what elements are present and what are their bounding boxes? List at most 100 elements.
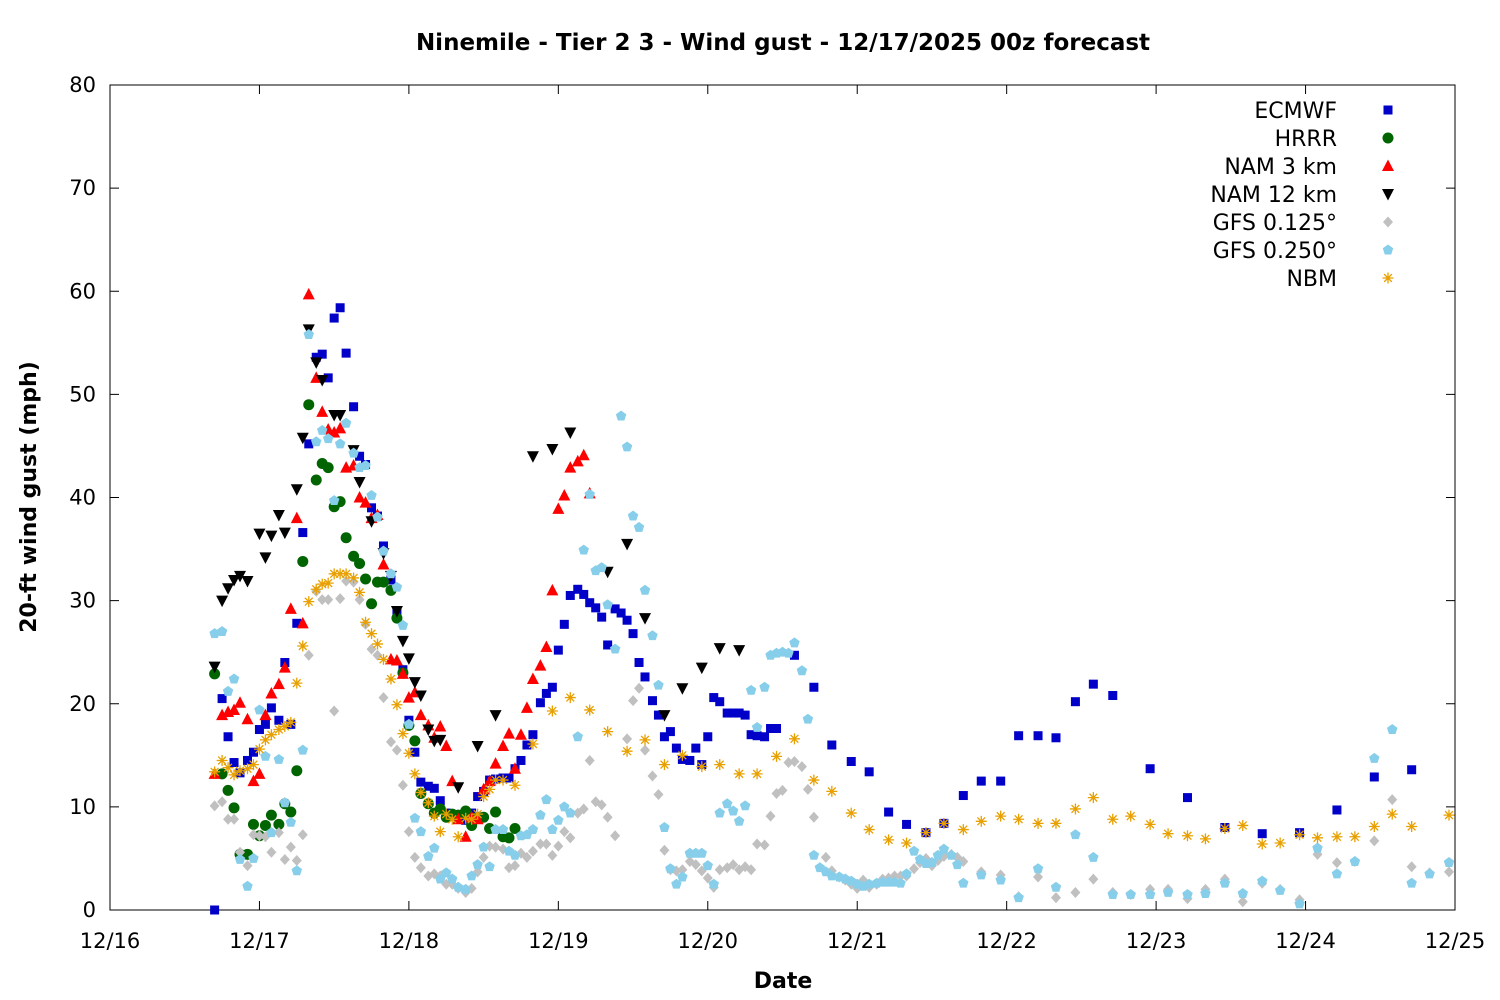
- ecmwf-point: [628, 629, 638, 639]
- nbm-point: [639, 734, 651, 746]
- gfs-0-250-point: [334, 438, 346, 449]
- ecmwf-point: [709, 693, 719, 703]
- ecmwf-point: [1332, 805, 1342, 815]
- nbm-point: [826, 785, 838, 797]
- nam-12-km-point: [310, 357, 323, 369]
- gfs-0-250-point: [248, 852, 259, 863]
- x-tick-label: 12/20: [678, 929, 739, 953]
- gfs-0-125-point: [565, 832, 576, 844]
- nam-3-km-point: [503, 727, 516, 739]
- gfs-0-125-point: [714, 864, 725, 876]
- nbm-point: [1368, 820, 1380, 832]
- ecmwf-point: [254, 725, 264, 735]
- nbm-point: [265, 729, 277, 741]
- legend-marker-nam-12-km: [1382, 189, 1394, 201]
- gfs-0-125-point: [1369, 835, 1380, 847]
- nbm-point: [621, 745, 633, 757]
- legend-label-nbm: NBM: [1286, 267, 1337, 292]
- nam-3-km-point: [440, 739, 453, 752]
- nam-12-km-point: [334, 410, 347, 422]
- gfs-0-125-point: [602, 811, 613, 823]
- nbm-point: [546, 705, 558, 717]
- nbm-point: [316, 578, 328, 590]
- nam-3-km-point: [489, 757, 502, 769]
- nbm-point: [422, 797, 434, 809]
- nbm-point: [273, 724, 285, 736]
- ecmwf-point: [541, 688, 551, 698]
- nam-3-km-point: [228, 703, 241, 715]
- nbm-point: [1162, 828, 1174, 840]
- ecmwf-point: [266, 703, 276, 713]
- hrrr-point: [322, 462, 334, 474]
- hrrr-point: [503, 832, 515, 844]
- nbm-point: [696, 761, 708, 773]
- ecmwf-point: [349, 402, 359, 412]
- ecmwf-point: [659, 732, 669, 742]
- gfs-0-125-point: [242, 860, 253, 872]
- ecmwf-point: [1182, 793, 1192, 803]
- gfs-0-125-point: [521, 851, 532, 863]
- gfs-0-125-point: [690, 859, 701, 871]
- legend-marker-nbm: [1382, 272, 1394, 284]
- y-tick-label: 30: [69, 589, 96, 613]
- nam-12-km-point: [296, 432, 309, 445]
- nam-12-km-point: [452, 782, 465, 794]
- gfs-0-125-point: [677, 864, 688, 876]
- nam-3-km-point: [459, 830, 472, 842]
- ecmwf-point: [504, 773, 514, 783]
- ecmwf-point: [274, 715, 284, 725]
- gfs-0-250-point: [366, 489, 377, 500]
- ecmwf-point: [341, 348, 351, 358]
- ecmwf-point: [423, 781, 433, 791]
- nbm-point: [303, 596, 315, 608]
- nam-3-km-point: [526, 672, 539, 684]
- legend-label-nam-12-km: NAM 12 km: [1210, 183, 1337, 208]
- gfs-0-125-point: [610, 830, 621, 842]
- ecmwf-point: [553, 645, 563, 655]
- gfs-0-250-point: [1070, 829, 1081, 840]
- nbm-point: [733, 768, 745, 780]
- legend-label-gfs-0-250: GFS 0.250°: [1213, 239, 1337, 264]
- gfs-0-250-point: [908, 845, 920, 856]
- gfs-0-250-point: [976, 869, 987, 880]
- hrrr-point: [354, 558, 366, 569]
- gfs-0-125-point: [323, 594, 334, 606]
- nbm-point: [372, 638, 384, 650]
- nam-12-km-point: [234, 570, 247, 583]
- gfs-0-250-point: [826, 870, 838, 881]
- gfs-0-125-point: [647, 770, 658, 782]
- gfs-0-125-point: [478, 851, 489, 863]
- gfs-0-250-point: [584, 488, 595, 499]
- hrrr-point: [285, 806, 297, 818]
- gfs-0-125-point: [291, 855, 302, 866]
- nbm-point: [446, 813, 458, 825]
- nam-12-km-point: [241, 576, 254, 588]
- ecmwf-point: [746, 730, 756, 740]
- nam-12-km-point: [733, 645, 746, 657]
- nbm-point: [920, 827, 932, 839]
- gfs-0-250-point: [559, 801, 570, 812]
- gfs-0-125-point: [777, 784, 788, 796]
- gfs-0-250-point: [509, 849, 521, 860]
- ecmwf-point: [976, 776, 986, 786]
- gfs-0-125-point: [1406, 861, 1417, 873]
- gfs-0-125-point: [285, 841, 296, 853]
- nbm-point: [1125, 810, 1137, 822]
- gfs-0-250-point: [1312, 842, 1323, 853]
- gfs-0-250-point: [1088, 851, 1099, 862]
- nam-12-km-point: [639, 613, 652, 625]
- nbm-point: [484, 783, 496, 795]
- ecmwf-point: [367, 503, 377, 513]
- gfs-0-250-point: [733, 815, 745, 826]
- nam-3-km-point: [558, 488, 571, 501]
- legend-label-ecmwf: ECMWF: [1254, 99, 1337, 124]
- ecmwf-point: [559, 619, 569, 629]
- nbm-point: [241, 763, 253, 775]
- nbm-point: [259, 734, 271, 746]
- gfs-0-125-point: [640, 744, 651, 756]
- gfs-0-125-point: [223, 813, 234, 825]
- gfs-0-125-point: [1033, 871, 1044, 883]
- gfs-0-250-point: [653, 679, 664, 690]
- nbm-point: [354, 586, 366, 598]
- nam-3-km-point: [497, 739, 510, 752]
